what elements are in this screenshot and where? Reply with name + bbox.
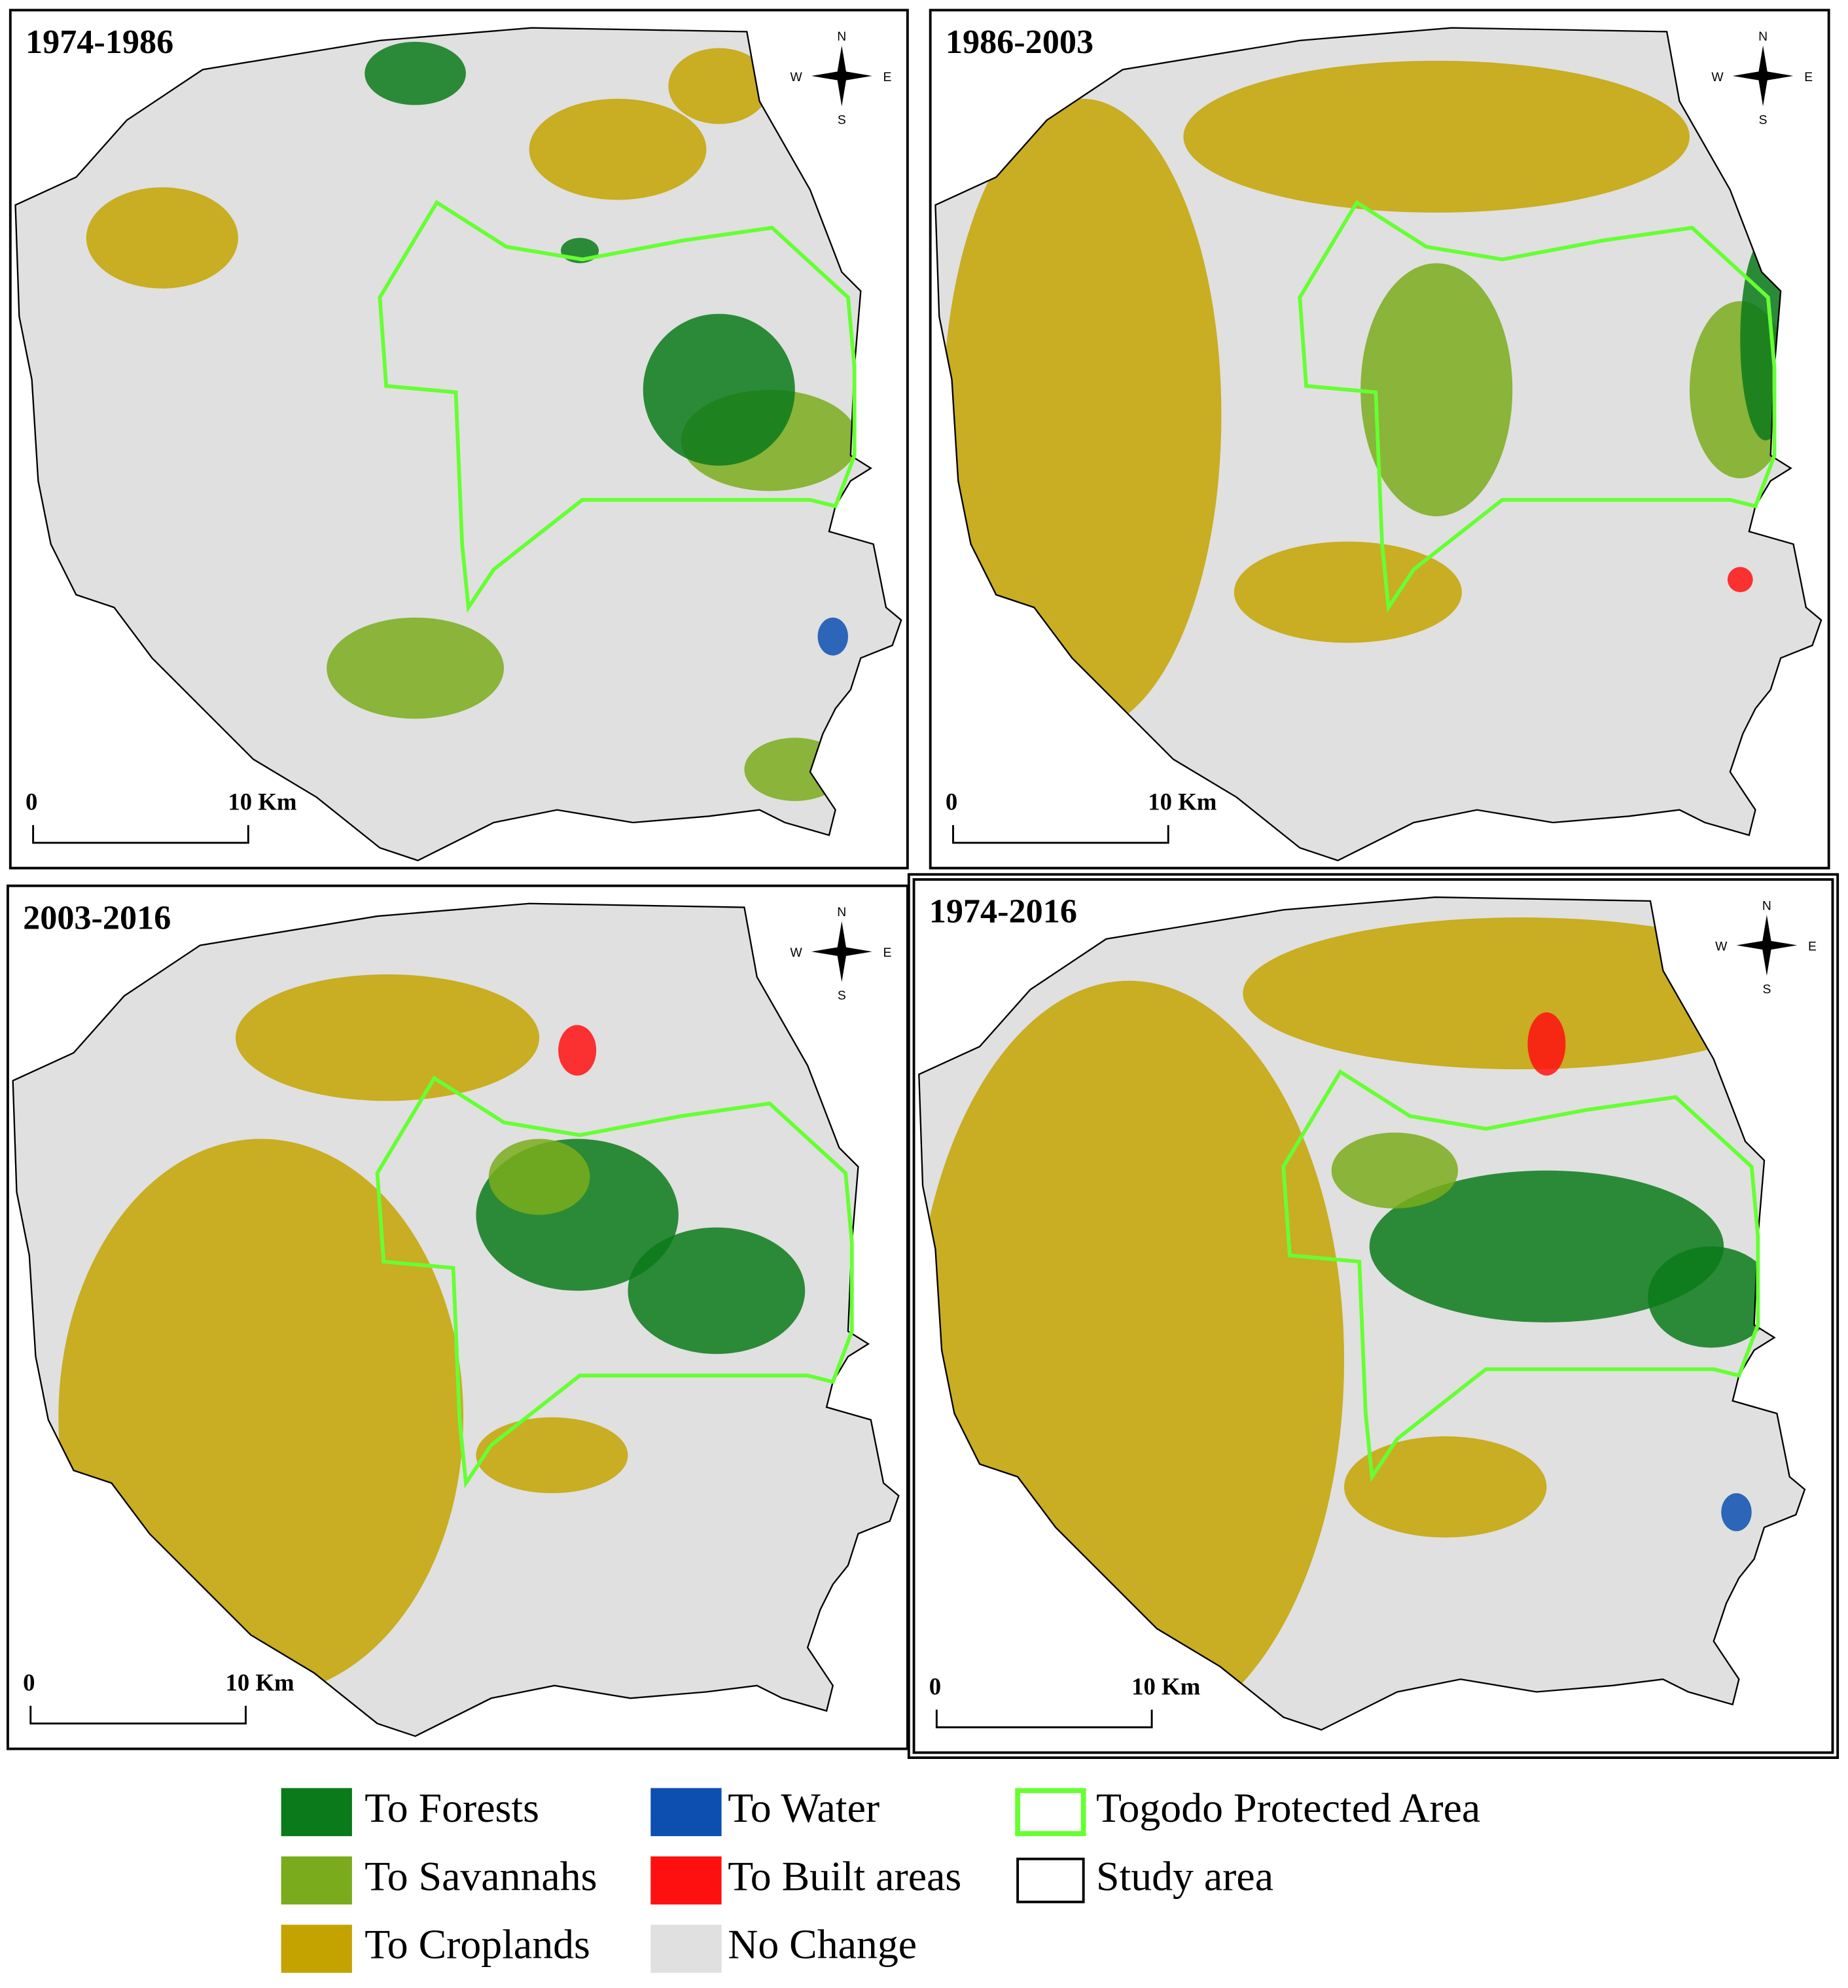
land-change xyxy=(86,41,859,802)
change-patch xyxy=(1234,541,1462,643)
legend-label: No Change xyxy=(728,1921,917,1968)
change-patch xyxy=(1183,60,1690,213)
legend-swatch xyxy=(650,1925,722,1973)
legend-swatch xyxy=(281,1925,352,1973)
panel-title: 1974-1986 xyxy=(26,23,173,61)
legend-swatch xyxy=(650,1856,722,1905)
change-patch xyxy=(1331,1132,1459,1209)
change-patch xyxy=(643,313,795,466)
change-patch xyxy=(236,974,540,1101)
panel-frame xyxy=(907,873,1839,1759)
change-patch xyxy=(476,1417,628,1493)
legend-label: Togodo Protected Area xyxy=(1096,1784,1480,1831)
compass-w: W xyxy=(791,946,803,960)
scale-end: 10 Km xyxy=(228,789,296,815)
change-patch xyxy=(1648,1246,1775,1348)
compass-e: E xyxy=(883,71,891,84)
scale-start: 0 xyxy=(929,1673,941,1699)
compass-e: E xyxy=(1808,940,1817,953)
change-patch xyxy=(529,98,707,200)
change-patch xyxy=(1369,1170,1724,1322)
compass-n: N xyxy=(837,906,846,919)
change-patch xyxy=(817,617,848,656)
panel-title: 1974-2016 xyxy=(929,893,1077,931)
legend-swatch xyxy=(1016,1857,1085,1904)
compass-w: W xyxy=(1711,71,1724,84)
compass-w: W xyxy=(1715,940,1728,953)
legend: To Forests To Savannahs To Croplands To Wat… xyxy=(281,1784,1480,1973)
map-panel: 2003-2016 N S W E 0 10 Km xyxy=(6,884,909,1750)
compass-rose xyxy=(1736,915,1798,976)
compass-rose xyxy=(811,45,872,107)
legend-label: To Savannahs xyxy=(364,1853,597,1899)
change-patch xyxy=(1360,263,1513,516)
compass-n: N xyxy=(837,30,846,44)
scale-start: 0 xyxy=(23,1669,35,1696)
map-panel: 1986-2003 N S W E 0 10 Km xyxy=(929,9,1830,870)
land-change xyxy=(943,60,1791,732)
change-patch xyxy=(558,1025,597,1076)
legend-swatch xyxy=(281,1856,352,1905)
scale-bar xyxy=(935,1709,1153,1729)
compass-n: N xyxy=(1762,899,1771,913)
change-patch xyxy=(364,41,466,105)
panel-title: 1986-2003 xyxy=(946,23,1093,61)
scale-end: 10 Km xyxy=(1148,789,1217,815)
change-patch xyxy=(668,48,770,124)
compass-rose xyxy=(1732,45,1794,107)
compass-w: W xyxy=(791,71,803,84)
compass-s: S xyxy=(838,989,846,1003)
legend-swatch xyxy=(650,1788,722,1836)
map-panel: 1974-1986 N S W E 0 10 Km xyxy=(9,9,909,870)
scale-start: 0 xyxy=(946,789,957,815)
legend-label: To Built areas xyxy=(728,1853,961,1899)
scale-end: 10 Km xyxy=(226,1669,294,1696)
change-patch xyxy=(488,1139,590,1215)
scale-bar xyxy=(32,825,249,844)
change-patch xyxy=(1727,567,1753,593)
legend-label: To Water xyxy=(728,1784,880,1831)
change-patch xyxy=(1344,1436,1547,1538)
map-panel: 1974-2016 N S W E 0 10 Km xyxy=(907,873,1839,1759)
compass-s: S xyxy=(838,114,846,128)
change-patch xyxy=(1721,1493,1752,1531)
legend-label: Study area xyxy=(1096,1853,1273,1899)
change-patch xyxy=(1527,1012,1566,1076)
change-patch xyxy=(327,617,504,719)
scale-end: 10 Km xyxy=(1131,1673,1200,1699)
compass-e: E xyxy=(1804,71,1813,84)
panel-title: 2003-2016 xyxy=(23,898,171,936)
change-patch xyxy=(86,187,238,289)
change-patch xyxy=(628,1227,806,1355)
scale-bar xyxy=(29,1705,247,1725)
scale-start: 0 xyxy=(26,789,37,815)
legend-label: To Forests xyxy=(364,1784,539,1831)
scale-bar xyxy=(952,825,1169,844)
compass-e: E xyxy=(883,946,891,960)
change-patch xyxy=(943,98,1222,732)
legend-label: To Croplands xyxy=(364,1921,590,1968)
compass-s: S xyxy=(1759,114,1768,128)
compass-rose xyxy=(811,921,872,982)
legend-swatch xyxy=(281,1788,352,1836)
compass-s: S xyxy=(1762,983,1771,997)
compass-n: N xyxy=(1758,30,1768,44)
legend-swatch xyxy=(1015,1788,1086,1836)
